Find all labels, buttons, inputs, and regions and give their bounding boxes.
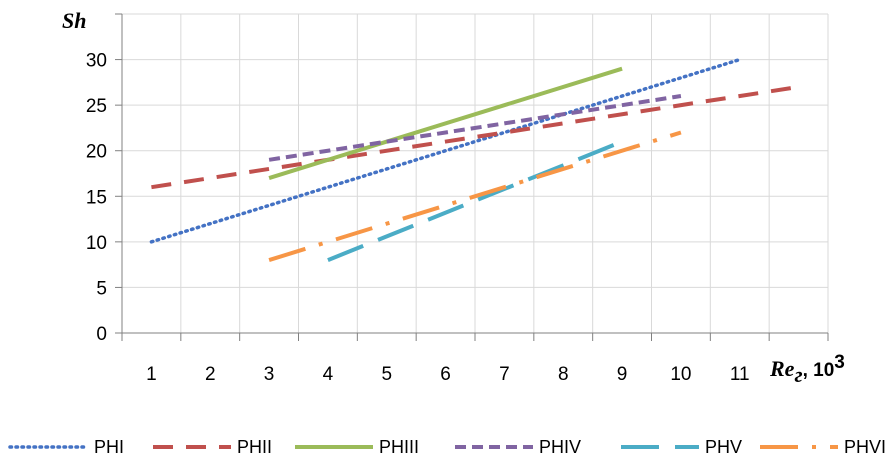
- y-tick-label: 0: [96, 324, 107, 345]
- x-tick-label: 6: [440, 364, 451, 385]
- x-axis-title-main: Re: [769, 356, 795, 381]
- y-tick-label: 10: [86, 233, 107, 254]
- x-tick-label: 1: [146, 364, 157, 385]
- chart-grid: [121, 13, 829, 333]
- y-tick-label: 15: [86, 187, 107, 208]
- chart-legend: PHI PHII PHIII PHIV PHV PHVI: [8, 437, 886, 457]
- x-tick-label: 2: [205, 364, 216, 385]
- x-tick-label: 7: [499, 364, 510, 385]
- x-tick-label: 8: [558, 364, 569, 385]
- chart-series: [149, 57, 799, 262]
- x-axis-title-unit: , 10: [803, 360, 835, 381]
- legend-label-phiv: PHIV: [539, 437, 581, 457]
- y-tick-label: 5: [96, 278, 107, 299]
- x-axis-title-sub: г: [794, 362, 802, 387]
- series-line-phiii: [268, 66, 623, 180]
- series-line-phvi: [268, 130, 682, 262]
- y-tick-label: 20: [86, 142, 107, 163]
- series-line-phi: [149, 57, 742, 244]
- series-line-phii: [151, 84, 799, 190]
- legend-label-phii: PHII: [237, 437, 272, 457]
- legend-label-phv: PHV: [705, 437, 742, 457]
- series-line-phiv: [268, 94, 682, 162]
- y-tick-label: 30: [86, 51, 107, 72]
- y-tick-label: 25: [86, 96, 107, 117]
- x-tick-label: 3: [264, 364, 275, 385]
- x-tick-label: 9: [617, 364, 628, 385]
- legend-label-phi: PHI: [94, 437, 124, 457]
- x-axis-title-exp: 3: [834, 352, 845, 373]
- x-tick-label: 5: [381, 364, 392, 385]
- chart-tick-labels: 1 2 3 4 5 6 7 8 9 10 11 0 5 10 15 20 25 30: [86, 51, 750, 385]
- x-tick-label: 4: [323, 364, 334, 385]
- x-tick-label: 11: [730, 364, 750, 385]
- chart-axes: [115, 13, 829, 341]
- x-tick-label: 10: [670, 364, 691, 385]
- x-axis-title: Reг, 103: [769, 352, 845, 387]
- legend-label-phvi: PHVI: [844, 437, 886, 457]
- y-axis-title: Sh: [62, 8, 86, 33]
- legend-label-phiii: PHIII: [379, 437, 419, 457]
